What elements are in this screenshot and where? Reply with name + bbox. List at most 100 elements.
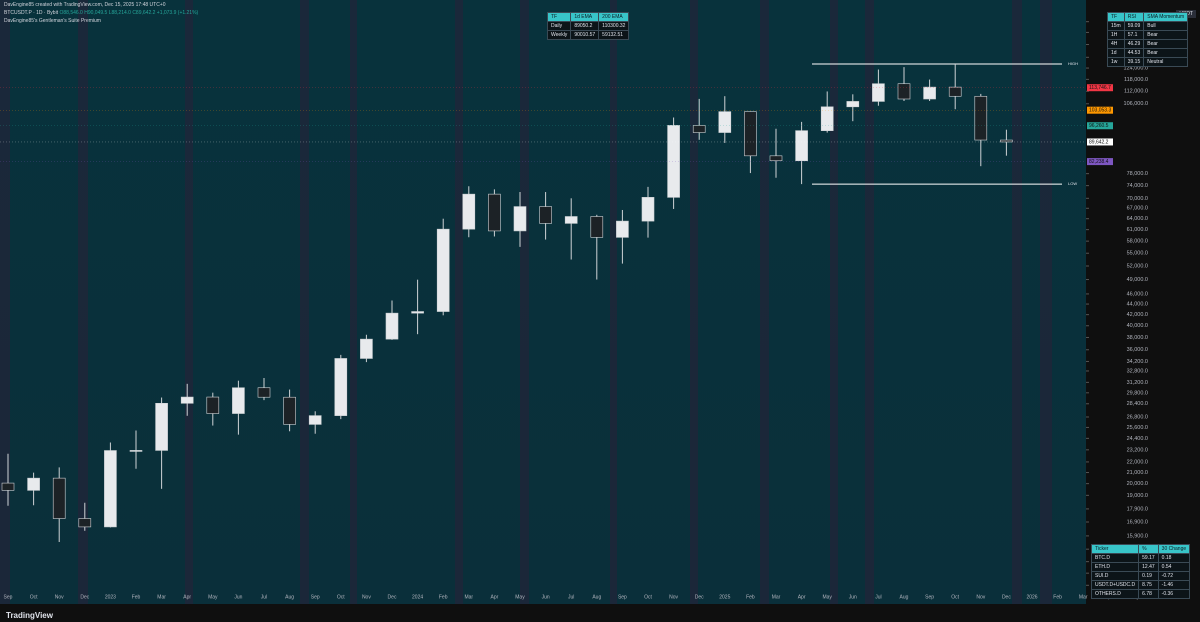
rsi-table: TF RSI SMA Momentum 15m 59.09 Bull 1H 57.1 Bear 4… — [1107, 12, 1189, 67]
y-tick-label: 49,000.0 — [1127, 277, 1148, 283]
brand: TradingView — [6, 611, 53, 620]
table-row: OTHERS.D 6.78 -0.36 — [1090, 589, 1191, 599]
price-tag-label: 89,642.2 — [1089, 139, 1109, 145]
y-tick-label: 17,900.0 — [1127, 506, 1148, 512]
y-tick-label: 20,000.0 — [1127, 481, 1148, 487]
table-cell: -1.46 — [1157, 580, 1191, 590]
table-cell: 4H — [1107, 39, 1125, 49]
table-cell: Daily — [546, 21, 572, 31]
candle-body — [436, 228, 450, 312]
table-cell: RSI — [1123, 12, 1145, 22]
x-tick-label: Oct — [337, 594, 345, 600]
table-row: TF 1d EMA 200 EMA — [546, 12, 630, 22]
y-tick-label: 46,000.0 — [1127, 291, 1148, 297]
y-tick-label: 34,200.0 — [1127, 359, 1148, 365]
x-tick-label: Oct — [951, 594, 959, 600]
y-tick-label: 58,000.0 — [1127, 239, 1148, 245]
y-tick-label: 40,000.0 — [1127, 323, 1148, 329]
y-tick-label: 31,200.0 — [1127, 380, 1148, 386]
candle-body — [1000, 139, 1013, 143]
table-cell: Neutral — [1143, 57, 1189, 67]
stripe — [610, 0, 617, 604]
y-tick-label: 55,000.0 — [1127, 251, 1148, 257]
table-row: TF RSI SMA Momentum — [1107, 12, 1189, 22]
candle-body — [872, 83, 885, 102]
y-tick-label: 32,800.0 — [1127, 368, 1148, 374]
stripe — [865, 0, 874, 604]
candle-body — [744, 111, 757, 157]
table-cell: Ticker — [1090, 544, 1140, 554]
y-tick-label: 38,000.0 — [1127, 335, 1148, 341]
x-tick-label: Aug — [900, 594, 909, 600]
table-row: USDT.D+USDC.D 8.75 -1.46 — [1090, 580, 1191, 590]
candle-body — [360, 338, 373, 359]
plot-background — [0, 0, 1086, 604]
stripe — [455, 0, 463, 604]
candle-body — [308, 415, 322, 425]
stripe — [1012, 0, 1022, 604]
table-cell: Bear — [1143, 39, 1189, 49]
table-cell: SUI.D — [1090, 571, 1140, 581]
table-cell: TF — [546, 12, 572, 22]
table-cell: 6.78 — [1138, 589, 1159, 599]
y-tick-label: 25,600.0 — [1127, 425, 1148, 431]
stripe — [350, 0, 357, 604]
candle-body — [846, 101, 860, 108]
y-tick-label: 106,000.0 — [1124, 101, 1148, 107]
stripe — [520, 0, 529, 604]
candle-body — [27, 477, 40, 491]
table-cell: Bull — [1143, 21, 1189, 31]
price-axis — [1086, 0, 1200, 622]
x-tick-label: Jun — [849, 594, 857, 600]
x-tick-label: Aug — [285, 594, 294, 600]
candle-body — [462, 193, 476, 230]
price-tag-label: 82,238.4 — [1089, 159, 1109, 165]
time-axis — [0, 604, 1086, 622]
x-tick-label: Jun — [542, 594, 550, 600]
x-tick-label: Feb — [1053, 594, 1062, 600]
table-cell: Bear — [1143, 30, 1189, 40]
candle-body — [488, 193, 501, 232]
table-row: Weekly 90010.57 59132.51 — [546, 30, 630, 40]
price-tag — [1087, 84, 1113, 92]
x-tick-label: Jul — [261, 594, 267, 600]
stripe — [690, 0, 698, 604]
x-tick-label: Oct — [30, 594, 38, 600]
table-cell: -0.36 — [1157, 589, 1191, 599]
y-tick-label: 44,000.0 — [1127, 302, 1148, 308]
stripe — [0, 0, 10, 604]
level-label: HIGH — [1068, 61, 1078, 66]
candle-body — [718, 111, 732, 133]
table-cell: SMA Momentum — [1143, 12, 1189, 22]
x-tick-label: Nov — [55, 594, 64, 600]
candle-body — [616, 220, 629, 238]
table-cell: 46.29 — [1123, 39, 1145, 49]
x-tick-label: 2023 — [105, 594, 116, 600]
x-tick-label: 2024 — [412, 594, 423, 600]
table-cell: 0.54 — [1157, 562, 1191, 572]
x-tick-label: May — [515, 594, 525, 600]
y-tick-label: 28,400.0 — [1127, 401, 1148, 407]
table-row: Ticker% 30 Change — [1090, 544, 1191, 554]
y-tick-label: 124,000.0 — [1124, 66, 1148, 72]
table-row: 1d 44.53 Bear — [1107, 48, 1189, 58]
x-tick-label: 2025 — [719, 594, 730, 600]
price-tag — [1087, 138, 1113, 146]
y-tick-label: 118,000.0 — [1124, 77, 1148, 83]
y-tick-label: 52,000.0 — [1127, 263, 1148, 269]
session-stripes — [0, 0, 1052, 604]
table-cell: 57.1 — [1123, 30, 1145, 40]
y-tick-label: 29,800.0 — [1127, 390, 1148, 396]
credit: DavEngine85 created with TradingView.com… — [4, 2, 166, 8]
y-tick-label: 26,800.0 — [1127, 414, 1148, 420]
table-cell: 1w — [1107, 57, 1125, 67]
table-cell: 0.18 — [1157, 553, 1191, 563]
candle-body — [334, 358, 348, 416]
table-cell: 59.17 — [1138, 553, 1159, 563]
candle-body — [78, 518, 92, 528]
table-cell: 59.09 — [1123, 21, 1145, 31]
x-tick-label: Dec — [388, 594, 397, 600]
x-tick-label: May — [208, 594, 218, 600]
x-tick-label: Apr — [491, 594, 499, 600]
